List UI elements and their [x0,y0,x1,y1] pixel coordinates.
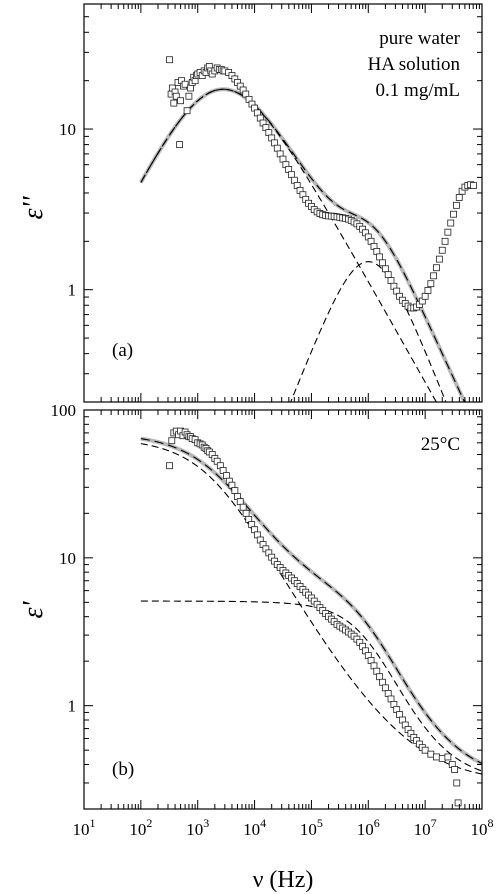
data-point [444,753,452,761]
panel-b-ticks: 1 10 100 [51,401,483,810]
data-point [187,84,195,92]
data-point [455,194,463,201]
data-point [185,92,193,100]
data-point [236,498,244,506]
relaxation-component-curve-2 [140,600,482,772]
data-point [447,219,455,227]
panel-a-annotations: pure water HA solution 0.1 mg/mL [368,28,461,101]
data-point [223,472,230,479]
annotation-line: HA solution [368,54,461,75]
panel-b-annotations: 25°C [421,434,460,455]
data-point [427,750,435,758]
x-tick-label: 102 [129,816,152,839]
panel-a-ticks: 1 10 [59,3,483,403]
panel-b-x-tick-labels: 101 102 103 104 105 106 107 108 [73,816,494,839]
data-point [384,271,392,279]
data-point [387,277,395,284]
data-point [172,92,180,100]
panel-a-fit-curves [139,87,467,402]
panel-b-y-axis-title: ε' [18,600,49,618]
data-point [427,280,435,288]
y-tick-label: 1 [68,281,77,300]
total-fit-overlay [140,88,466,402]
data-point [376,253,383,261]
panel-a-y-axis-title: ε'' [18,195,49,219]
relaxation-component-curve-2 [290,261,447,402]
y-tick-label: 10 [59,549,76,568]
data-point [438,246,446,254]
data-point [421,292,429,300]
data-point [170,99,178,107]
panel-b-fit-curves [140,436,482,775]
data-point [166,462,173,470]
y-tick-label: 1 [68,697,77,716]
data-point [444,228,452,236]
data-point [450,210,457,218]
data-point [435,255,443,263]
x-tick-label: 108 [471,816,494,839]
x-tick-label: 104 [243,816,266,839]
data-point [177,97,185,105]
data-point [279,155,287,163]
data-point [273,144,281,152]
data-point [376,673,383,681]
data-point [168,437,176,445]
panel-a-frame [83,3,483,403]
panel-b-data-points [166,427,462,807]
y-tick-label: 10 [59,120,76,139]
panel-b-frame [83,409,483,810]
data-point [288,171,295,179]
data-point [242,509,250,517]
data-point [433,264,440,272]
data-point [379,259,386,267]
annotation-line: 25°C [421,434,460,455]
panel-b-label: (b) [112,759,134,780]
data-point [384,690,392,697]
data-point [381,265,389,273]
x-tick-label: 105 [300,816,323,839]
data-point [231,487,239,494]
data-point [166,56,173,64]
panel-a-label: (a) [112,340,133,361]
data-point [470,182,477,189]
data-point [424,286,432,294]
data-point [381,684,389,692]
x-tick-label: 103 [186,816,209,839]
data-point [441,237,449,245]
data-point [379,678,386,686]
data-point [438,754,446,762]
panel-b-permittivity-spectrum: 1 10 100 101 102 103 104 105 106 107 108 25°C (b)… [18,401,494,893]
data-point [239,503,247,511]
x-tick-label: 107 [414,816,437,839]
data-point [430,272,438,280]
annotation-line: 0.1 mg/mL [376,80,460,101]
panel-a-loss-spectrum: 1 10 pure water HA solution 0.1 mg/mL (a) ε… [18,3,483,403]
panel-a-data-points [166,56,477,312]
panel-b-x-axis-title: ν (Hz) [253,867,314,893]
total-fit-overlay [140,438,482,765]
data-point [433,753,440,761]
data-point [453,201,460,209]
annotation-line: pure water [379,28,460,49]
data-point [181,80,189,88]
y-tick-label: 100 [51,401,77,420]
data-point [176,141,183,149]
data-point [183,107,191,115]
data-point [421,746,429,754]
x-tick-label: 106 [357,816,380,839]
data-point [454,799,462,807]
x-tick-label: 101 [73,816,96,839]
data-point [453,779,461,787]
data-point [451,766,459,773]
